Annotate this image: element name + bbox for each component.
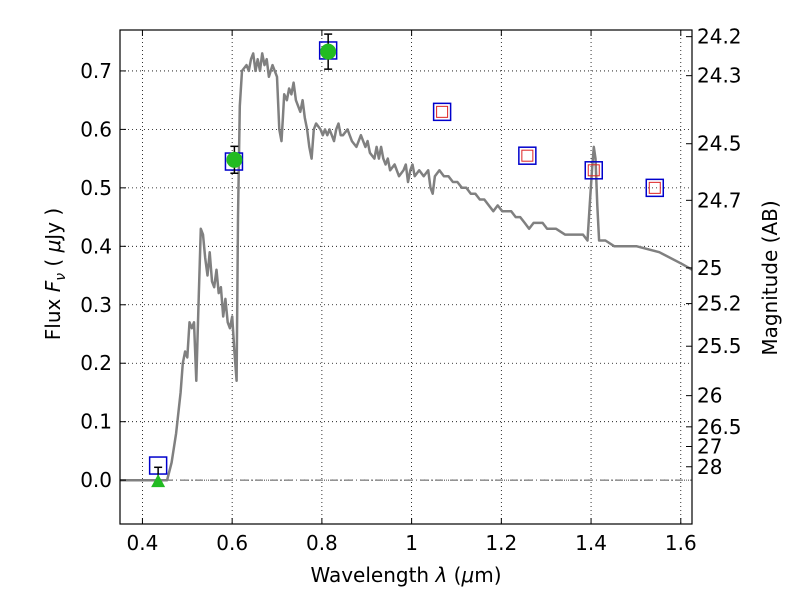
- plot-frame: [119, 29, 693, 525]
- x-tick-label: 1.6: [665, 531, 697, 555]
- x-tick-label: 0.6: [216, 531, 248, 555]
- model-flux-box: [432, 102, 452, 122]
- y-tick-label: 0.1: [80, 410, 112, 434]
- detection-point: [226, 151, 243, 168]
- x-tick-label: 0.8: [306, 531, 338, 555]
- y-tick-label: 0.6: [80, 117, 112, 141]
- mag-tick-label: 26: [697, 384, 722, 408]
- mag-tick-label: 28: [697, 455, 722, 479]
- y-axis-label: Flux Fν ( μJy ): [41, 208, 69, 340]
- nondetection-triangle: [151, 474, 166, 488]
- mag-tick-label: 24.5: [697, 132, 742, 156]
- axis-ticks: 0.4 0.6 0.8 1 1.2 1.4 1.6 0.0 0.1 0.2 0.3 0.4 0.5 0.6…: [80, 25, 741, 555]
- y-tick-label: 0.7: [80, 59, 112, 83]
- x-axis-label: Wavelength λ (μm): [310, 563, 501, 587]
- x-tick-label: 0.4: [127, 531, 159, 555]
- y-tick-label: 0.3: [80, 293, 112, 317]
- model-flux-box: [518, 146, 537, 165]
- photometry-markers: [148, 33, 665, 488]
- x-tick-label: 1: [405, 531, 418, 555]
- y-tick-label: 0.2: [80, 351, 112, 375]
- mag-tick-label: 25.5: [697, 334, 742, 358]
- mag-tick-label: 24.7: [697, 188, 742, 212]
- upper-limit-inner-box: [648, 181, 661, 194]
- mag-tick-label: 27: [697, 435, 722, 459]
- mag-tick-label: 24.2: [697, 25, 742, 49]
- model-flux-box: [645, 178, 665, 198]
- mag-tick-label: 25.2: [697, 292, 742, 316]
- sed-line-path: [120, 52, 693, 482]
- upper-limit-inner-box: [436, 105, 449, 118]
- mag-tick-label: 26.5: [697, 415, 742, 439]
- upper-limit-inner-box: [521, 149, 534, 162]
- sed-model-line: [120, 52, 693, 482]
- x-tick-label: 1.2: [485, 531, 517, 555]
- magnitude-axis-label: Magnitude (AB): [758, 200, 782, 355]
- mag-tick-label: 24.3: [697, 64, 742, 88]
- x-tick-label: 1.4: [575, 531, 607, 555]
- y-tick-label: 0.5: [80, 176, 112, 200]
- y-tick-label: 0.4: [80, 234, 112, 258]
- upper-limit-inner-box: [587, 164, 600, 177]
- mag-tick-label: 25: [697, 256, 722, 280]
- model-flux-box: [584, 161, 604, 180]
- y-tick-label: 0.0: [80, 468, 112, 492]
- detection-point: [320, 43, 337, 60]
